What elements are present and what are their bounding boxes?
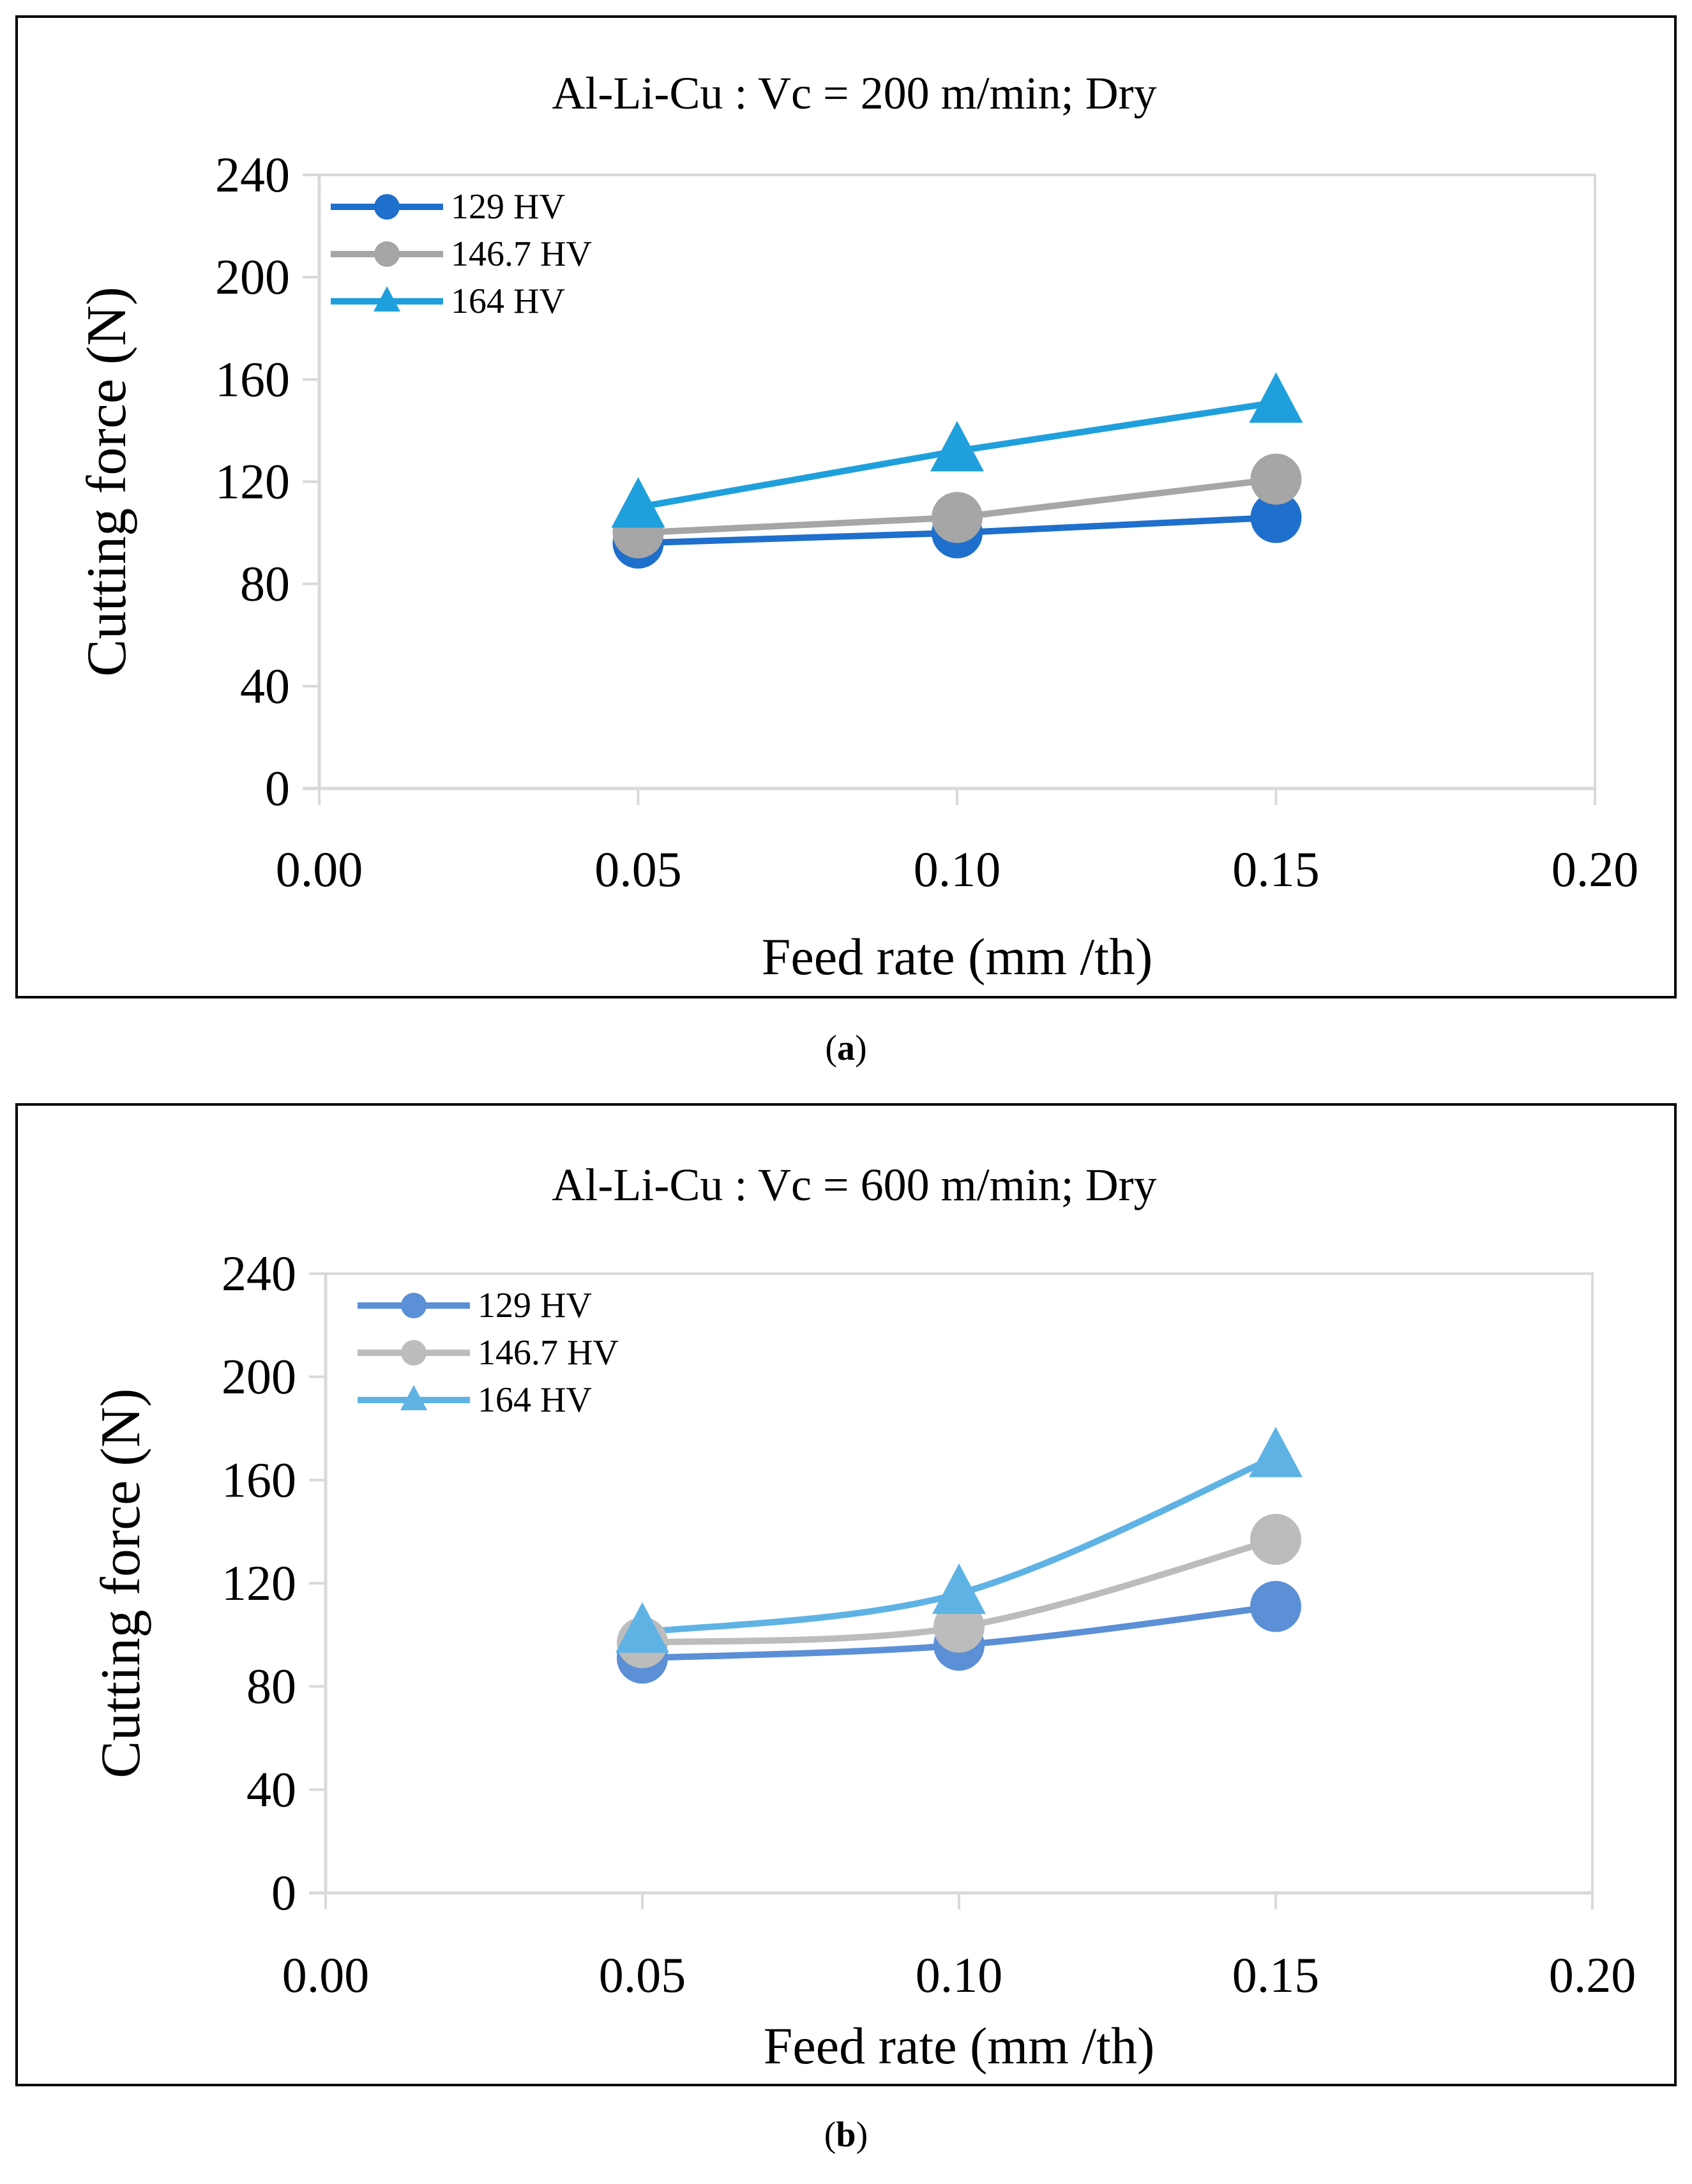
legend-label-1: 129 HV xyxy=(478,1286,592,1325)
legend-marker-3 xyxy=(400,1385,427,1410)
data-point-series-1 xyxy=(1250,1581,1301,1632)
x-tick-label: 0.10 xyxy=(914,841,1001,897)
legend-marker-1 xyxy=(401,1293,427,1318)
x-tick-label: 0.20 xyxy=(1549,1947,1636,2003)
y-tick-label: 40 xyxy=(246,1761,296,1817)
y-tick-label: 160 xyxy=(222,1452,296,1507)
y-tick-label: 200 xyxy=(222,1349,296,1405)
chart-panel-a: 0 40 80 120 160 200 240 0.00 0.05 0.10 0.15 0.20 Al-… xyxy=(15,15,1677,998)
legend-marker-2 xyxy=(374,241,400,267)
caption-a: (a) xyxy=(825,1028,867,1068)
y-tick-label: 120 xyxy=(222,1555,296,1611)
legend-label-3: 164 HV xyxy=(478,1380,592,1420)
x-tick-label: 0.05 xyxy=(594,841,682,897)
legend-label-3: 164 HV xyxy=(451,282,565,321)
legend-marker-3 xyxy=(374,286,400,312)
legend-label-2: 146.7 HV xyxy=(451,234,592,274)
data-point-series-3 xyxy=(930,421,984,472)
legend-label-1: 129 HV xyxy=(451,187,565,227)
y-tick-label: 160 xyxy=(215,351,290,407)
legend-marker-1 xyxy=(374,194,400,220)
y-tick-label: 0 xyxy=(271,1865,296,1920)
data-point-series-2 xyxy=(933,1601,985,1653)
data-point-series-3 xyxy=(1249,372,1303,423)
legend-label-2: 146.7 HV xyxy=(478,1333,619,1373)
y-tick-label: 0 xyxy=(265,760,290,816)
chart-title: Al-Li-Cu : Vc = 200 m/min; Dry xyxy=(552,68,1156,119)
caption-b: (b) xyxy=(824,2115,868,2155)
y-axis-label: Cutting force (N) xyxy=(90,1389,152,1779)
x-tick-label: 0.10 xyxy=(916,1947,1003,2003)
data-point-series-2 xyxy=(1250,1514,1301,1565)
legend-marker-2 xyxy=(401,1340,427,1366)
y-tick-label: 200 xyxy=(215,249,290,305)
x-tick-label: 0.00 xyxy=(276,841,363,897)
chart-b: 0 40 80 120 160 200 240 0.00 0.05 0.10 0.15 0.20 Al-… xyxy=(90,1159,1636,2075)
chart-panel-b: 0 40 80 120 160 200 240 0.00 0.05 0.10 0.15 0.20 Al-… xyxy=(15,1103,1677,2086)
data-point-series-3 xyxy=(932,1563,986,1615)
x-tick-label: 0.15 xyxy=(1232,1947,1320,2003)
data-point-series-3 xyxy=(1249,1426,1303,1477)
data-point-series-3 xyxy=(611,477,665,528)
chart-title: Al-Li-Cu : Vc = 600 m/min; Dry xyxy=(552,1159,1156,1210)
x-tick-label: 0.20 xyxy=(1552,841,1639,897)
y-tick-label: 240 xyxy=(215,147,290,202)
y-axis-label: Cutting force (N) xyxy=(76,287,138,677)
x-axis-label: Feed rate (mm /th) xyxy=(762,928,1153,986)
y-tick-label: 80 xyxy=(246,1659,296,1714)
y-tick-label: 240 xyxy=(222,1246,296,1301)
data-point-series-1 xyxy=(1250,492,1302,543)
y-tick-label: 80 xyxy=(240,556,290,612)
y-tick-label: 120 xyxy=(215,454,290,509)
chart-a: 0 40 80 120 160 200 240 0.00 0.05 0.10 0.15 0.20 Al-… xyxy=(76,68,1639,986)
x-axis-label: Feed rate (mm /th) xyxy=(764,2017,1155,2075)
x-tick-label: 0.05 xyxy=(599,1947,686,2003)
y-tick-label: 40 xyxy=(240,658,290,714)
data-point-series-3 xyxy=(616,1602,669,1653)
data-point-series-2 xyxy=(932,492,983,543)
data-point-series-2 xyxy=(1250,453,1302,505)
x-tick-label: 0.15 xyxy=(1232,841,1320,897)
x-tick-label: 0.00 xyxy=(282,1947,370,2003)
